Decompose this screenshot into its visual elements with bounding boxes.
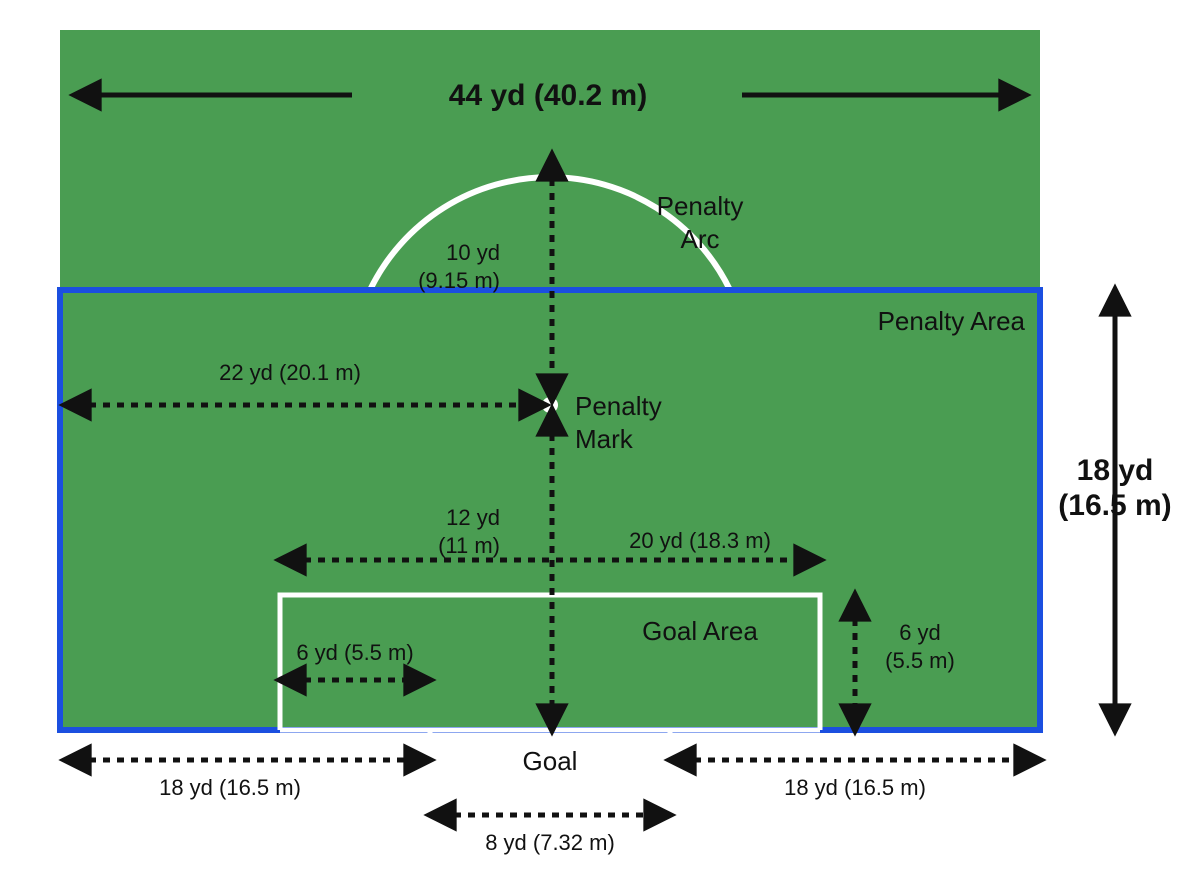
dim-22yd: 22 yd (20.1 m)	[219, 360, 361, 385]
dim-10yd-a: 10 yd	[446, 240, 500, 265]
dim-18yd-b: (16.5 m)	[1058, 489, 1171, 522]
dim-10yd-b: (9.15 m)	[418, 268, 500, 293]
label-penalty-area: Penalty Area	[878, 306, 1026, 336]
dim-18yd-a: 18 yd	[1077, 454, 1154, 487]
dim-12yd-a: 12 yd	[446, 505, 500, 530]
dim-12yd-b: (11 m)	[438, 533, 500, 558]
label-penalty-arc-1: Penalty	[657, 191, 744, 221]
dim-8yd: 8 yd (7.32 m)	[485, 830, 615, 855]
label-goal: Goal	[523, 746, 578, 776]
dim-6yd-right-b: (5.5 m)	[885, 648, 955, 673]
penalty-area-diagram: 44 yd (40.2 m) 18 yd (16.5 m) 10 yd (9.1…	[0, 0, 1200, 872]
penalty-mark-dot	[542, 397, 558, 413]
dim-6yd-left: 6 yd (5.5 m)	[296, 640, 413, 665]
dim-44yd: 44 yd (40.2 m)	[449, 79, 647, 112]
dim-6yd-right-a: 6 yd	[899, 620, 941, 645]
label-penalty-mark-1: Penalty	[575, 391, 662, 421]
dim-20yd: 20 yd (18.3 m)	[629, 528, 771, 553]
dim-18yd-right: 18 yd (16.5 m)	[784, 775, 926, 800]
label-penalty-arc-2: Arc	[681, 224, 720, 254]
label-penalty-mark-2: Mark	[575, 424, 634, 454]
label-goal-area: Goal Area	[642, 616, 758, 646]
dim-18yd-left: 18 yd (16.5 m)	[159, 775, 301, 800]
